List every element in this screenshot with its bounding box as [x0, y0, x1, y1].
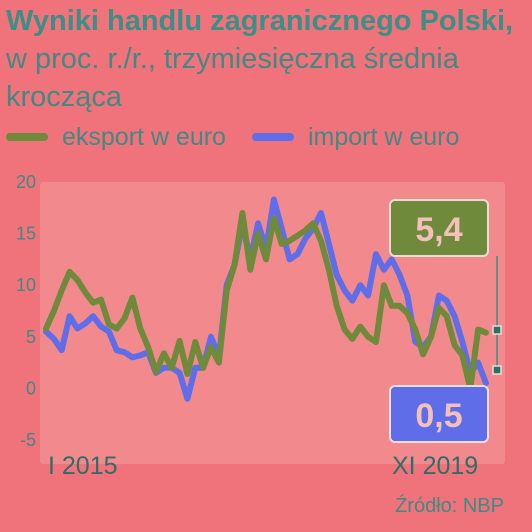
- callout-box-import: [389, 385, 489, 443]
- source-note: Źródło: NBP: [395, 495, 504, 517]
- legend-swatch-import: [251, 133, 294, 141]
- title-subtitle: w proc. r./r., trzymiesięczna średnia kr…: [6, 43, 459, 113]
- y-tick-label: 15: [16, 224, 36, 244]
- legend-label-import: import w euro: [307, 122, 460, 151]
- x-label-end: XI 2019: [392, 452, 478, 480]
- callout-value-import: 0,5: [415, 397, 462, 435]
- callout-box-eksport: [389, 199, 489, 257]
- end-marker-eksport: [492, 325, 502, 335]
- callout-value-eksport: 5,4: [415, 211, 462, 249]
- end-marker-import: [492, 365, 502, 375]
- y-tick-label: 5: [26, 327, 36, 347]
- plot-area: [40, 182, 505, 464]
- chart-title: Wyniki handlu zagranicznego Polski, w pr…: [6, 2, 526, 116]
- legend-item-eksport: eksport w euro: [6, 123, 226, 152]
- title-bold: Wyniki handlu zagranicznego Polski,: [6, 5, 514, 37]
- callouts: 5,4 0,5: [389, 199, 502, 443]
- y-tick-label: 0: [26, 378, 36, 398]
- series-line-eksport: [43, 210, 489, 392]
- legend-item-import: import w euro: [251, 122, 460, 152]
- legend: eksport w euro import w euro: [6, 122, 485, 152]
- series-lines: [43, 196, 489, 402]
- line-chart: 20 15 10 5 0 -5 5,4 0,5 I 2015 XI 2019: [16, 172, 505, 480]
- y-tick-label: 20: [16, 172, 36, 192]
- y-axis: 20 15 10 5 0 -5: [16, 172, 36, 450]
- x-label-start: I 2015: [48, 452, 118, 480]
- legend-label-eksport: eksport w euro: [62, 122, 226, 151]
- legend-swatch-eksport: [6, 133, 48, 141]
- y-tick-label: -5: [20, 430, 36, 450]
- y-tick-label: 10: [16, 275, 36, 295]
